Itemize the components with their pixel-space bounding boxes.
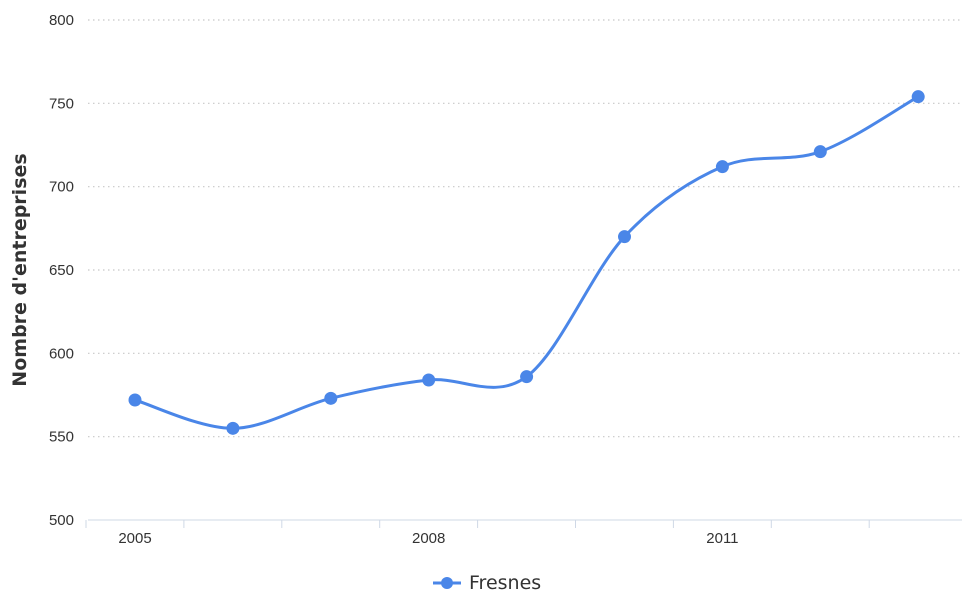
y-tick-label-550: 550 <box>49 429 74 446</box>
x-tick-label-2011: 2011 <box>706 530 738 547</box>
legend-label-fresnes: Fresnes <box>469 572 541 594</box>
y-tick-label-600: 600 <box>49 345 74 362</box>
y-tick-label-650: 650 <box>49 262 74 279</box>
data-point-2012[interactable] <box>813 145 827 159</box>
data-point-2009[interactable] <box>520 370 534 384</box>
legend[interactable]: Fresnes <box>433 572 541 594</box>
data-point-2011[interactable] <box>715 160 729 174</box>
data-point-2005[interactable] <box>128 393 142 407</box>
x-axis-tick-labels: 2005 2008 2011 <box>118 530 738 547</box>
data-point-2010[interactable] <box>618 230 631 244</box>
y-axis-title: Nombre d'entreprises <box>9 153 31 386</box>
data-point-2013[interactable] <box>911 90 925 104</box>
data-point-2006[interactable] <box>226 421 240 435</box>
legend-dot-marker <box>441 577 453 589</box>
y-axis-tick-labels: 500 550 600 650 700 750 800 <box>49 12 74 529</box>
y-tick-label-500: 500 <box>49 512 74 529</box>
x-tick-label-2008: 2008 <box>412 530 445 547</box>
y-tick-label-750: 750 <box>49 95 74 112</box>
y-tick-label-800: 800 <box>49 12 74 29</box>
x-axis <box>85 519 962 528</box>
data-point-2007[interactable] <box>324 391 338 405</box>
series-line-fresnes <box>133 95 920 430</box>
data-point-2008[interactable] <box>422 373 436 387</box>
y-tick-label-700: 700 <box>49 179 74 196</box>
x-tick-label-2005: 2005 <box>118 530 151 547</box>
series-layer <box>128 90 925 435</box>
grid-lines <box>88 19 962 438</box>
